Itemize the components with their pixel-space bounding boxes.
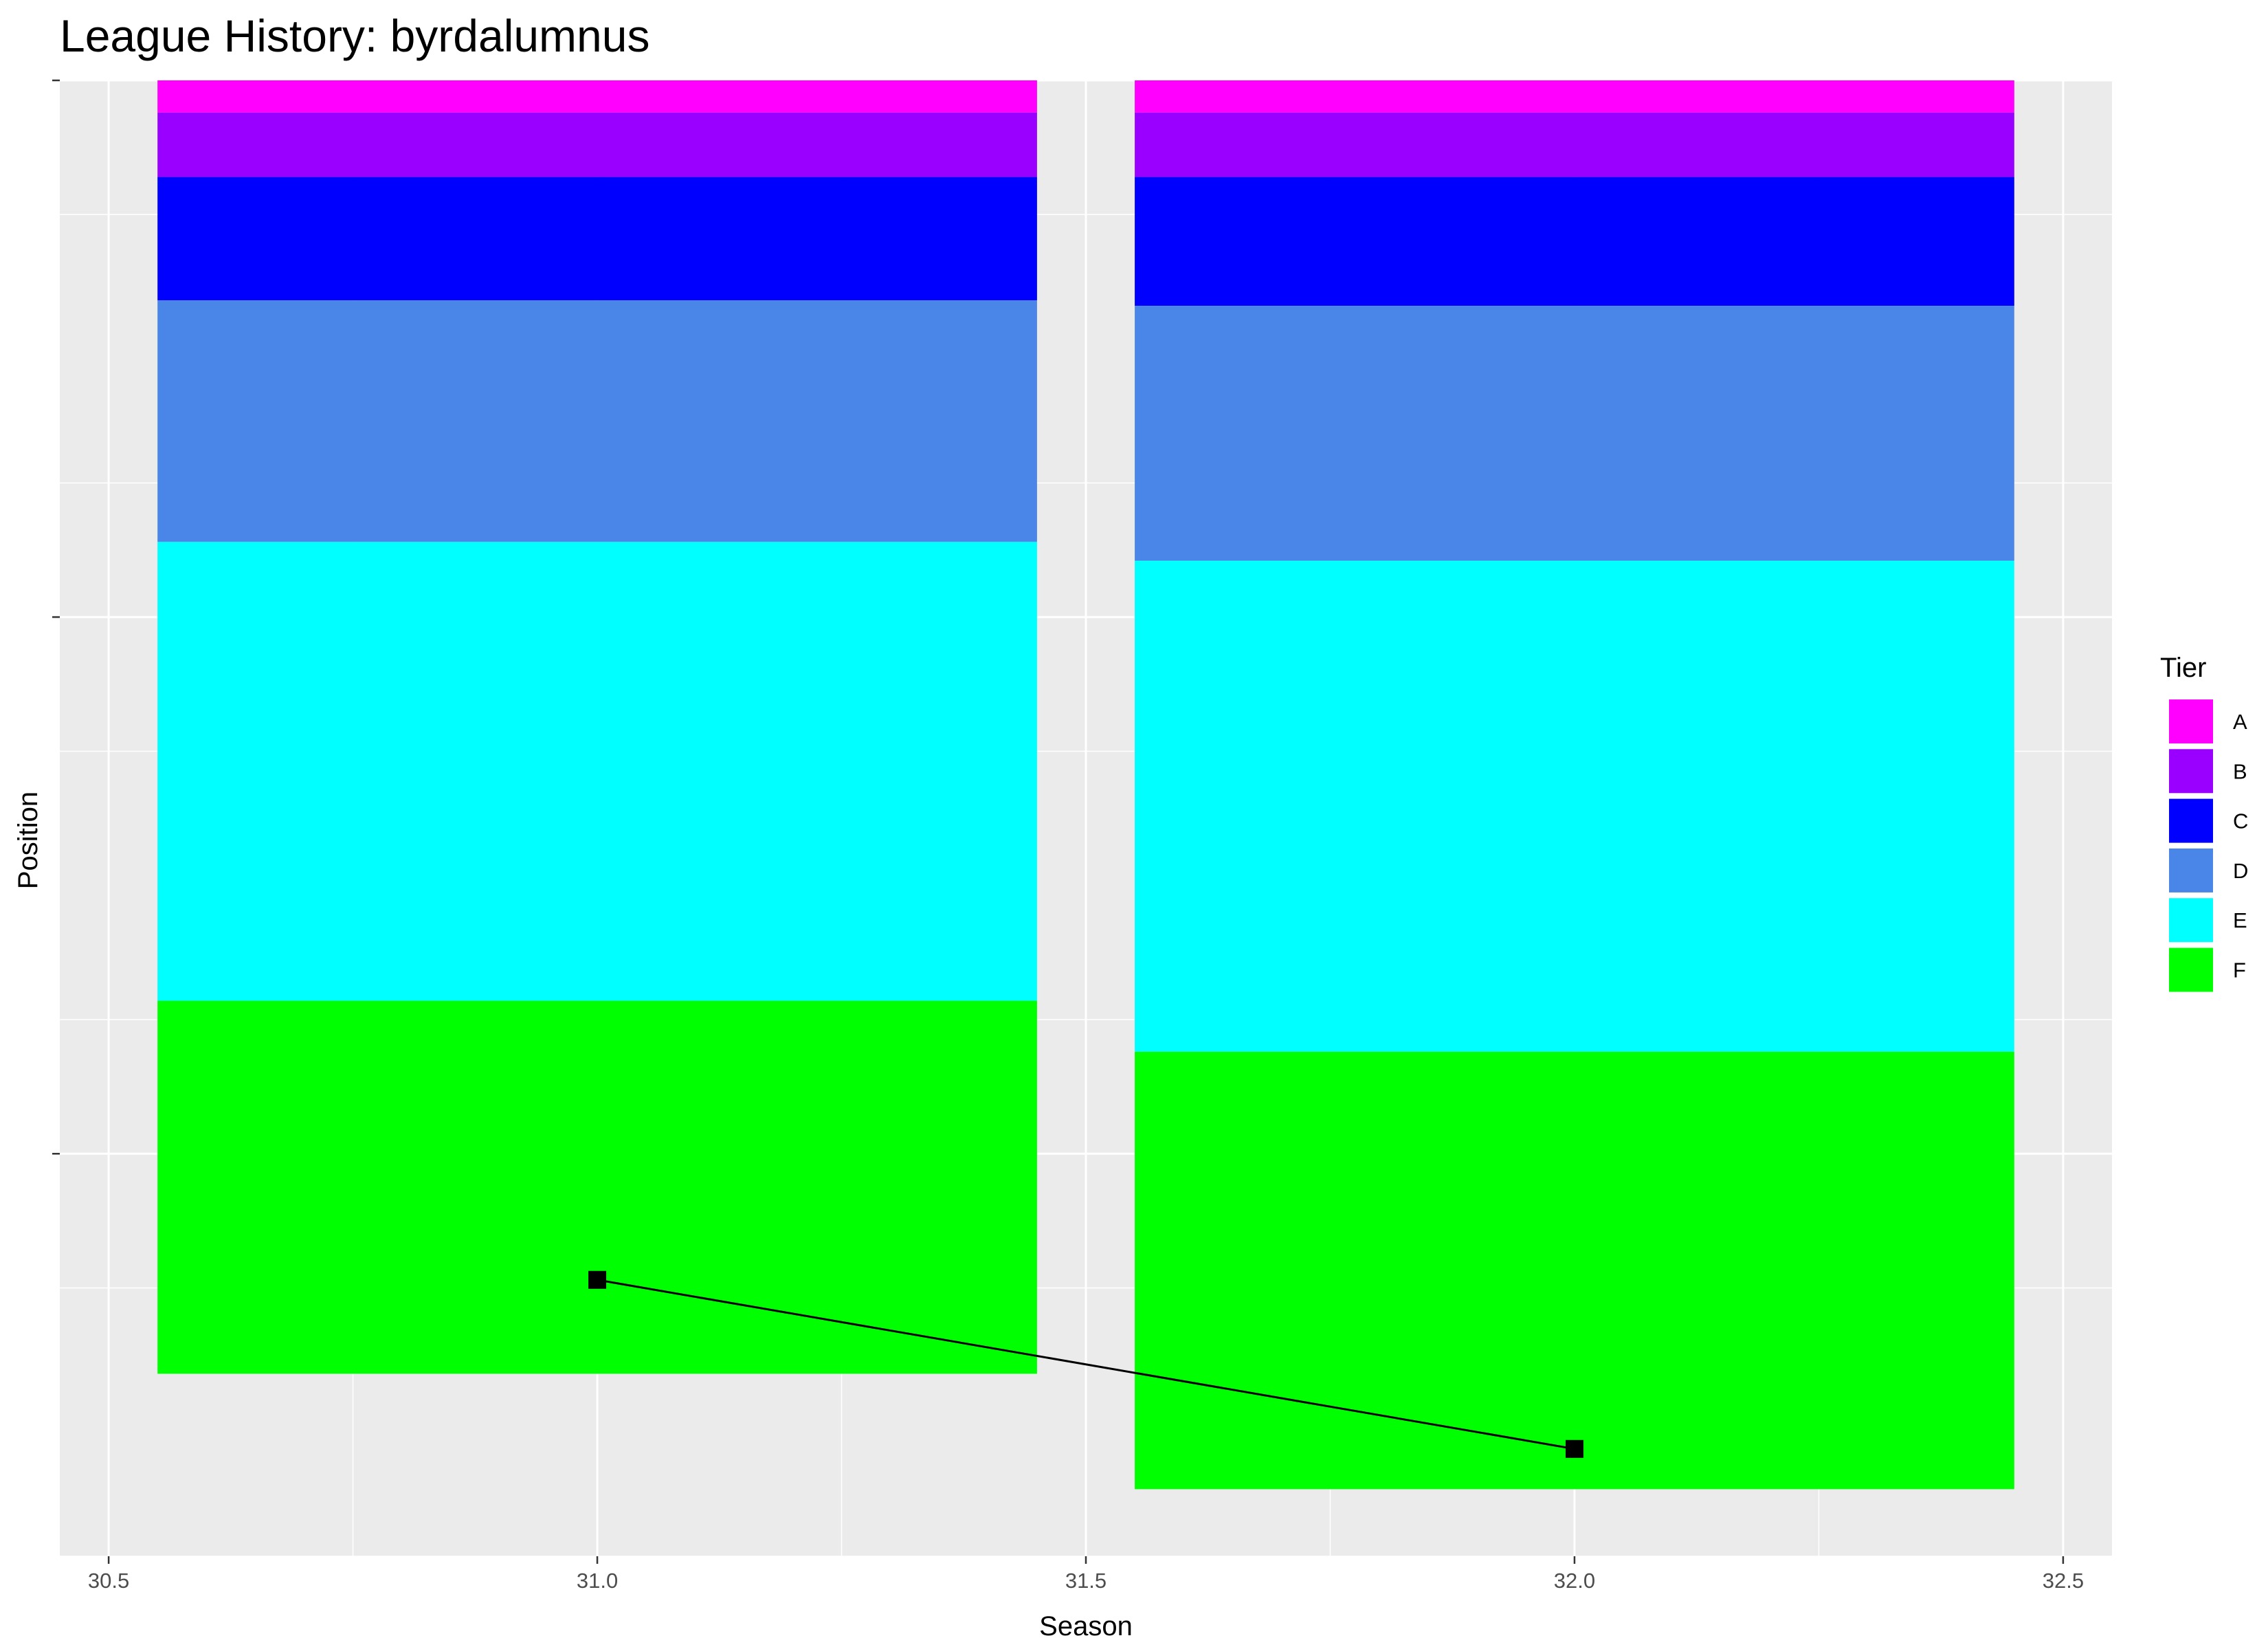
legend-key-a bbox=[2168, 698, 2214, 745]
bar-season-32-tier-a bbox=[1135, 80, 2014, 113]
legend-key-e bbox=[2168, 897, 2214, 944]
bar-season-31-tier-c bbox=[157, 177, 1037, 301]
bar-season-31-tier-b bbox=[157, 112, 1037, 177]
bar-season-32-tier-e bbox=[1135, 561, 2014, 1052]
legend-label-e: E bbox=[2233, 908, 2247, 932]
axes: 30.5 31.0 31.5 32.0 32.5 bbox=[52, 79, 2084, 1593]
legend-label-a: A bbox=[2233, 710, 2247, 734]
legend: Tier A B C D E F bbox=[2160, 653, 2248, 994]
legend-key-f bbox=[2168, 946, 2214, 994]
bar-season-31-tier-a bbox=[157, 80, 1037, 113]
legend-key-b bbox=[2168, 748, 2214, 795]
x-tick-label: 30.5 bbox=[88, 1569, 129, 1593]
x-tick-label: 32.5 bbox=[2043, 1569, 2084, 1593]
bar-season-32-tier-f bbox=[1135, 1051, 2014, 1490]
bar-season-32-tier-d bbox=[1135, 306, 2014, 561]
position-line-path bbox=[597, 1279, 1575, 1450]
bar-season-31-tier-d bbox=[157, 300, 1037, 542]
bar-season-31-tier-e bbox=[157, 541, 1037, 1001]
legend-key-c bbox=[2168, 797, 2214, 844]
position-point-32 bbox=[1565, 1439, 1583, 1458]
legend-label-c: C bbox=[2233, 809, 2248, 833]
legend-label-b: B bbox=[2233, 759, 2247, 783]
x-tick-label: 32.0 bbox=[1554, 1569, 1595, 1593]
bars bbox=[157, 80, 2014, 1490]
position-line bbox=[588, 1270, 1583, 1458]
legend-key-d bbox=[2168, 846, 2214, 894]
chart-title: League History: byrdalumnus bbox=[60, 10, 649, 61]
x-axis-title: Season bbox=[1039, 1611, 1133, 1641]
bar-season-32-tier-b bbox=[1135, 112, 2014, 177]
legend-label-d: D bbox=[2233, 859, 2248, 883]
position-point-31 bbox=[588, 1270, 607, 1289]
x-tick-label: 31.0 bbox=[577, 1569, 618, 1593]
x-tick-label: 31.5 bbox=[1065, 1569, 1107, 1593]
legend-label-f: F bbox=[2233, 958, 2246, 983]
bar-season-31-tier-f bbox=[157, 1000, 1037, 1374]
y-axis-title: Position bbox=[13, 792, 43, 889]
bar-season-32-tier-c bbox=[1135, 177, 2014, 306]
legend-title: Tier bbox=[2160, 653, 2206, 683]
